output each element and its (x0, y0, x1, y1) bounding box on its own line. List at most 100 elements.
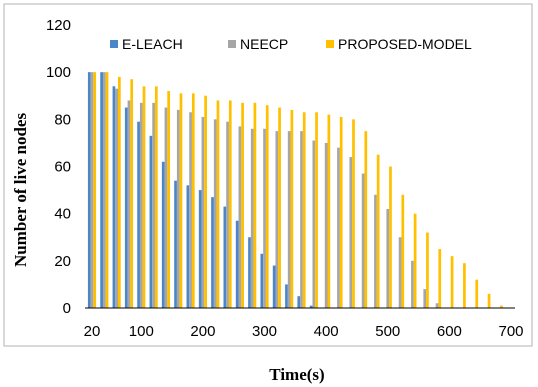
bar-proposed-model-500 (389, 166, 392, 308)
bar-neecp-60 (115, 88, 118, 308)
x-tick-label: 200 (190, 323, 215, 340)
bar-proposed-model-580 (438, 249, 442, 308)
x-tick-label: 100 (129, 323, 154, 340)
x-tick-label: 300 (252, 323, 277, 340)
bar-e-leach-20 (87, 72, 91, 308)
bar-neecp-240 (226, 121, 229, 308)
bar-neecp-200 (201, 116, 205, 308)
bar-neecp-100 (139, 102, 143, 308)
bar-neecp-20 (90, 72, 94, 308)
bar-proposed-model-460 (364, 131, 368, 309)
x-tick-label: 400 (314, 323, 339, 340)
bar-proposed-model-540 (413, 213, 417, 308)
bar-proposed-model-640 (475, 279, 479, 308)
bar-proposed-model-100 (142, 86, 146, 308)
bar-proposed-model-200 (204, 95, 207, 308)
bar-proposed-model-340 (290, 109, 294, 309)
y-tick-label: 100 (46, 64, 71, 81)
bar-proposed-model-600 (450, 256, 454, 308)
bar-neecp-300 (263, 128, 266, 308)
bar-e-leach-120 (149, 135, 153, 308)
bar-proposed-model-80 (130, 79, 134, 309)
bar-proposed-model-620 (463, 263, 466, 308)
bar-e-leach-280 (248, 237, 251, 308)
y-tick-label: 60 (54, 159, 71, 176)
bar-neecp-260 (238, 126, 242, 308)
bar-e-leach-220 (211, 197, 214, 308)
bar-proposed-model-520 (401, 194, 405, 308)
bar-e-leach-340 (285, 284, 288, 308)
bar-proposed-model-440 (352, 119, 355, 308)
y-axis-ticks: 0 20 40 60 80 100 120 (46, 17, 71, 317)
bar-neecp-460 (361, 173, 365, 308)
bar-neecp-520 (398, 237, 402, 308)
legend-label: PROPOSED-MODEL (338, 36, 472, 52)
y-tick-label: 20 (54, 253, 71, 270)
x-tick-label: 600 (437, 323, 462, 340)
bar-neecp-560 (423, 289, 427, 308)
bar-neecp-440 (349, 157, 353, 308)
bar-proposed-model-260 (241, 102, 244, 308)
bar-e-leach-100 (137, 121, 140, 308)
bar-e-leach-300 (260, 253, 264, 308)
bar-proposed-model-140 (167, 91, 171, 308)
bar-neecp-580 (435, 303, 439, 308)
bar-proposed-model-40 (105, 72, 109, 308)
legend-label: E-LEACH (122, 36, 183, 52)
bar-e-leach-60 (112, 86, 116, 308)
legend-swatch (110, 40, 118, 48)
bar-neecp-80 (127, 100, 131, 308)
bar-neecp-160 (176, 109, 180, 309)
y-tick-label: 120 (46, 17, 71, 34)
bar-e-leach-380 (309, 305, 313, 308)
y-tick-label: 40 (54, 206, 71, 223)
bar-neecp-480 (374, 194, 377, 308)
bar-proposed-model-20 (93, 72, 97, 308)
bar-proposed-model-420 (339, 116, 343, 308)
bar-proposed-model-660 (487, 293, 491, 308)
bar-proposed-model-360 (302, 112, 306, 308)
bar-e-leach-80 (124, 107, 128, 308)
bar-proposed-model-60 (118, 76, 121, 308)
bar-neecp-220 (213, 119, 217, 308)
y-tick-label: 80 (54, 111, 71, 128)
bar-proposed-model-480 (376, 154, 380, 308)
bar-neecp-420 (337, 147, 340, 308)
y-tick-label: 0 (63, 300, 71, 317)
bar-e-leach-240 (223, 206, 227, 308)
bar-neecp-340 (287, 131, 291, 309)
bar-proposed-model-560 (426, 232, 429, 308)
legend-swatch (326, 40, 334, 48)
bar-proposed-model-320 (278, 107, 281, 308)
legend: E-LEACH NEECP PROPOSED-MODEL (110, 36, 472, 52)
x-tick-label: 700 (498, 323, 523, 340)
bar-series (87, 72, 503, 309)
bar-neecp-120 (152, 102, 155, 308)
bar-proposed-model-240 (228, 100, 232, 308)
bar-e-leach-320 (272, 265, 276, 308)
bar-neecp-320 (275, 131, 279, 309)
legend-label: NEECP (240, 36, 288, 52)
bar-neecp-280 (250, 128, 254, 308)
bar-neecp-40 (102, 72, 106, 308)
bar-proposed-model-180 (191, 93, 195, 308)
bar-e-leach-180 (186, 185, 190, 308)
bar-proposed-model-380 (315, 112, 318, 308)
bar-proposed-model-280 (253, 102, 257, 308)
bar-proposed-model-400 (327, 114, 331, 309)
legend-swatch (228, 40, 236, 48)
bar-neecp-360 (300, 131, 303, 309)
x-tick-label: 20 (84, 323, 101, 340)
bar-proposed-model-300 (265, 105, 269, 309)
bar-proposed-model-160 (179, 93, 183, 308)
bar-e-leach-200 (198, 190, 202, 308)
bar-proposed-model-220 (216, 100, 220, 308)
bar-neecp-380 (312, 140, 316, 308)
y-axis-title: Number of live nodes (11, 113, 30, 267)
x-axis-ticks: 20 100 200 300 400 500 600 700 (84, 323, 524, 340)
bar-e-leach-140 (161, 161, 165, 308)
bar-proposed-model-680 (500, 305, 503, 308)
bar-neecp-500 (386, 208, 390, 308)
bar-e-leach-360 (297, 296, 301, 308)
